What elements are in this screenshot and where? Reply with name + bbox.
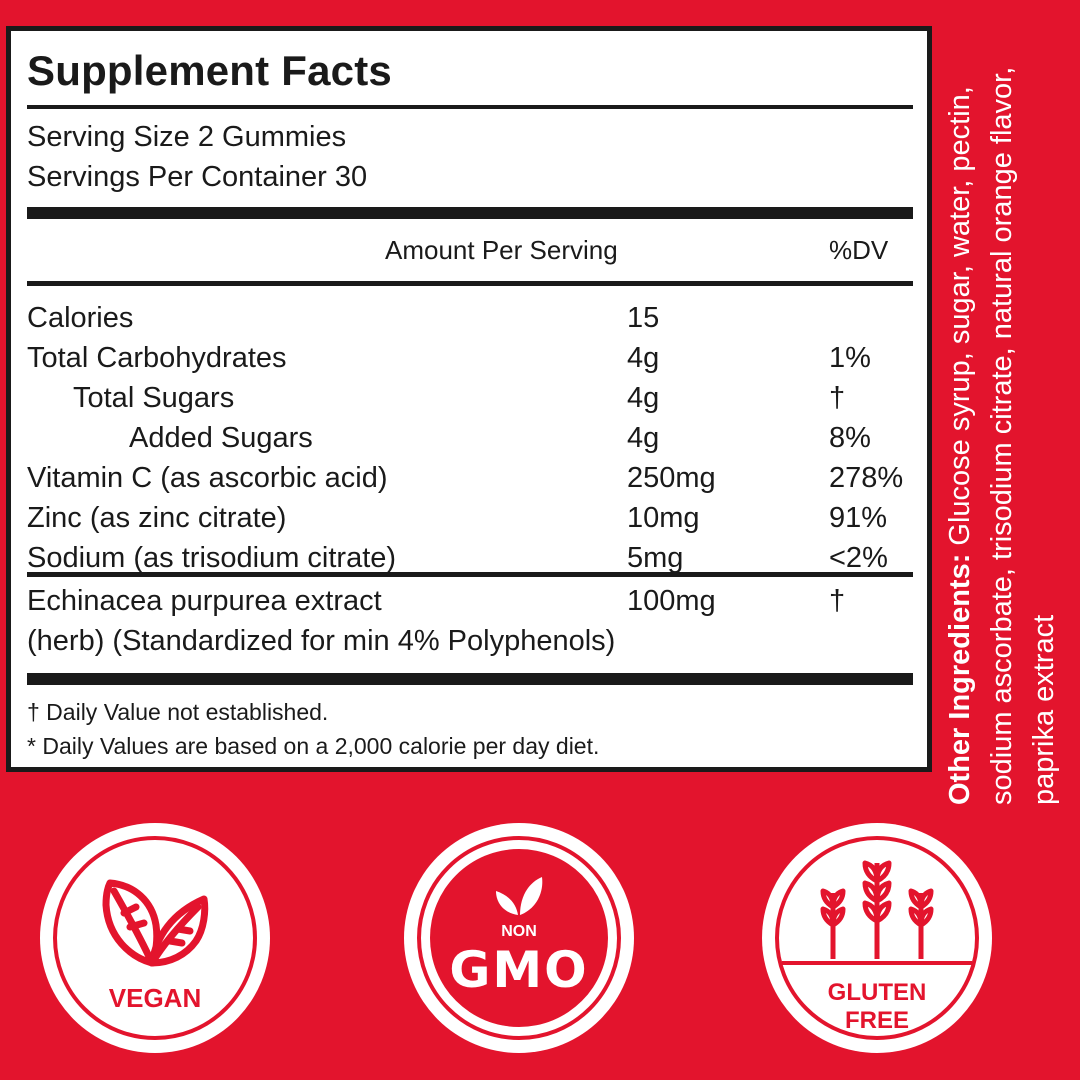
- nutrient-name: Sodium (as trisodium citrate): [27, 542, 397, 574]
- table-row: Calories 15: [27, 298, 913, 338]
- serving-size: Serving Size 2 Gummies: [27, 121, 347, 153]
- nutrient-amount: 15: [627, 302, 660, 334]
- nutrient-table: Calories 15 Total Carbohydrates 4g 1% To…: [27, 286, 913, 574]
- facts-title: Supplement Facts: [27, 47, 392, 94]
- table-row: Sodium (as trisodium citrate) 5mg <2%: [27, 538, 913, 578]
- ingredients-label: Other Ingredients:: [944, 553, 976, 805]
- gluten-free-badge: GLUTEN FREE: [762, 823, 992, 1053]
- nutrient-name: Added Sugars: [129, 422, 313, 454]
- table-row: Added Sugars 4g 8%: [27, 418, 913, 458]
- nutrient-amount: 4g: [627, 422, 660, 454]
- table-row: Vitamin C (as ascorbic acid) 250mg 278%: [27, 458, 913, 498]
- nutrient-amount: 4g: [627, 342, 660, 374]
- nutrient-amount: 5mg: [627, 542, 684, 574]
- divider-thick: [27, 207, 913, 219]
- badge-ring: [775, 836, 979, 1040]
- non-gmo-badge: NON GMO: [404, 823, 634, 1053]
- divider: [27, 281, 913, 286]
- herbal-row: Echinacea purpurea extract (herb) (Stand…: [27, 577, 913, 673]
- supplement-facts-panel: Supplement Facts Serving Size 2 Gummies …: [6, 26, 932, 772]
- gluten-band: [782, 961, 972, 1036]
- nutrient-amount: 4g: [627, 382, 660, 414]
- herb-dv: †: [829, 585, 846, 617]
- other-ingredients: Other Ingredients: Glucose syrup, sugar,…: [939, 45, 1075, 805]
- table-row: Total Carbohydrates 4g 1%: [27, 338, 913, 378]
- nutrient-dv: 278%: [829, 462, 904, 494]
- table-row: Total Sugars 4g †: [27, 378, 913, 418]
- nutrient-name: Vitamin C (as ascorbic acid): [27, 462, 388, 494]
- divider: [27, 105, 913, 109]
- footnote-dagger: † Daily Value not established.: [27, 699, 329, 725]
- vegan-label: VEGAN: [108, 983, 202, 1013]
- table-row: Zinc (as zinc citrate) 10mg 91%: [27, 498, 913, 538]
- footnotes: † Daily Value not established. * Daily V…: [27, 685, 913, 763]
- leaf-icon: [102, 879, 209, 967]
- gmo-label: GMO: [449, 941, 589, 999]
- footnote-asterisk: * Daily Values are based on a 2,000 calo…: [27, 733, 600, 759]
- badge-ring: [53, 836, 257, 1040]
- sprout-icon: [496, 877, 543, 915]
- gluten-label: GLUTEN: [827, 979, 927, 1006]
- nutrient-amount: 10mg: [627, 502, 700, 534]
- non-label: NON: [501, 923, 537, 940]
- herb-amount: 100mg: [627, 585, 716, 617]
- column-header: Amount Per Serving %DV: [27, 219, 913, 281]
- nutrient-dv: <2%: [829, 542, 888, 574]
- vegan-badge: VEGAN: [40, 823, 270, 1053]
- divider-thick: [27, 673, 913, 685]
- herb-detail: (herb) (Standardized for min 4% Polyphen…: [27, 625, 616, 657]
- divider: [27, 572, 913, 577]
- nutrient-dv: 1%: [829, 342, 871, 374]
- serving-info: Serving Size 2 Gummies Servings Per Cont…: [27, 109, 913, 207]
- header-amount: Amount Per Serving: [385, 235, 618, 265]
- nutrient-dv: 8%: [829, 422, 871, 454]
- herb-name: Echinacea purpurea extract: [27, 585, 382, 617]
- servings-per-container: Servings Per Container 30: [27, 161, 368, 193]
- nutrient-name: Total Sugars: [73, 382, 235, 414]
- nutrient-dv: †: [829, 382, 846, 414]
- nutrient-name: Zinc (as zinc citrate): [27, 502, 287, 534]
- wheat-icon: [820, 860, 934, 959]
- nutrient-dv: 91%: [829, 502, 888, 534]
- nutrient-amount: 250mg: [627, 462, 716, 494]
- nutrient-name: Total Carbohydrates: [27, 342, 287, 374]
- header-dv: %DV: [829, 235, 889, 265]
- nutrient-name: Calories: [27, 302, 134, 334]
- free-label: FREE: [844, 1007, 909, 1034]
- badge-ring: [417, 836, 621, 1040]
- gmo-disc: [430, 849, 608, 1027]
